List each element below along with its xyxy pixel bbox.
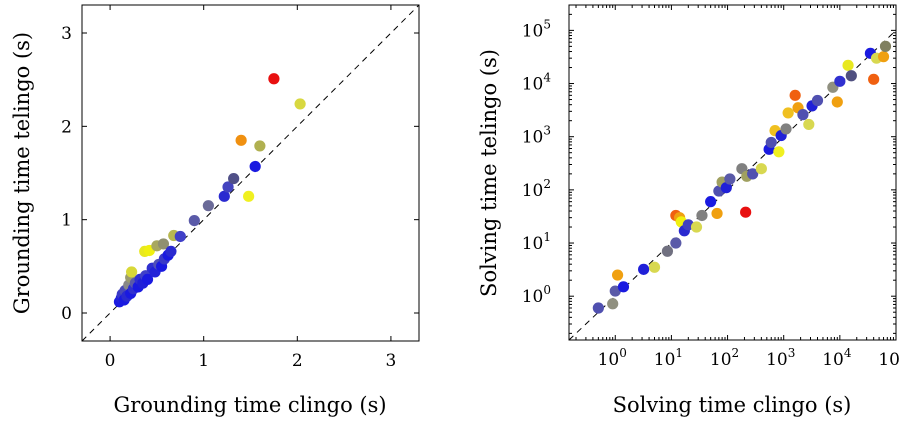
y-tick-label: 2 — [61, 117, 72, 137]
plot-frame — [568, 4, 897, 341]
data-point — [661, 245, 674, 257]
data-point — [294, 98, 306, 110]
x-axis-label: Grounding time clingo (s) — [113, 393, 386, 417]
y-tick-exponent: 1 — [543, 230, 551, 244]
data-point — [879, 40, 892, 52]
x-tick-label: 1 — [198, 351, 209, 371]
x-tick-label: 104 — [822, 346, 852, 370]
data-point — [249, 160, 261, 173]
data-point — [648, 261, 661, 273]
data-point — [740, 206, 752, 218]
x-tick-label: 101 — [654, 346, 683, 370]
y-tick-label: 0 — [61, 304, 72, 324]
x-tick-exponent: 0 — [619, 346, 627, 360]
data-point — [724, 173, 736, 185]
data-point — [202, 200, 214, 212]
data-point — [268, 73, 280, 85]
data-point — [218, 190, 230, 202]
data-point — [773, 146, 785, 158]
y-tick-exponent: 2 — [543, 177, 551, 191]
axis-ticks: 100101102103104105100101102103104105 — [522, 4, 899, 370]
solving-time-scatter-plot: 100101102103104105100101102103104105 Sol… — [477, 4, 899, 417]
data-point — [243, 190, 255, 202]
data-point — [877, 51, 890, 63]
y-tick-exponent: 4 — [543, 71, 551, 85]
data-point — [720, 182, 732, 194]
scatter-points — [113, 73, 306, 308]
data-point — [696, 209, 708, 222]
data-point — [235, 134, 247, 146]
data-point — [157, 238, 170, 250]
data-point — [228, 173, 240, 185]
y-tick-label: 105 — [522, 17, 551, 41]
data-point — [789, 89, 801, 101]
data-point — [611, 269, 624, 281]
y-tick-label: 3 — [61, 24, 72, 44]
axis-ticks: 0 1 2 3 0 1 2 3 — [61, 5, 419, 371]
x-tick-exponent: 4 — [844, 346, 852, 360]
scatter-points — [592, 40, 892, 314]
data-point — [711, 207, 723, 220]
data-point — [607, 298, 619, 310]
y-tick-label: 104 — [522, 71, 552, 95]
data-point — [780, 123, 792, 135]
data-point — [842, 59, 854, 71]
data-point — [765, 136, 777, 149]
x-tick-label: 105 — [878, 346, 899, 370]
x-tick-exponent: 2 — [732, 346, 740, 360]
plot-frame — [81, 4, 420, 342]
data-point — [747, 168, 759, 180]
x-tick-label: 100 — [598, 346, 627, 370]
data-point — [617, 281, 630, 293]
data-point — [782, 107, 794, 119]
data-point — [811, 94, 824, 107]
y-axis-label: Grounding time telingo (s) — [10, 32, 34, 314]
x-tick-label: 103 — [766, 346, 795, 370]
x-axis-label: Solving time clingo (s) — [613, 393, 852, 417]
data-point — [868, 73, 880, 85]
y-tick-label: 102 — [522, 177, 551, 201]
data-point — [638, 263, 650, 275]
data-point — [831, 96, 843, 108]
y-tick-label: 101 — [522, 230, 551, 254]
data-point — [141, 273, 154, 285]
data-point — [126, 266, 138, 278]
data-point — [222, 181, 234, 193]
y-tick-label: 100 — [522, 283, 551, 307]
data-point — [705, 196, 717, 208]
y-tick-label: 1 — [61, 211, 72, 231]
data-point — [797, 109, 809, 121]
grounding-time-scatter-plot: 0 1 2 3 0 1 2 3 Grounding time clingo (s) Groun… — [10, 4, 420, 417]
x-tick-label: 0 — [105, 351, 116, 371]
data-point — [254, 140, 266, 152]
y-tick-label: 103 — [522, 124, 551, 148]
x-tick-exponent: 3 — [788, 346, 796, 360]
data-point — [845, 70, 857, 82]
data-point — [690, 221, 703, 233]
data-point — [174, 230, 186, 243]
x-tick-exponent: 1 — [675, 346, 683, 360]
data-point — [803, 118, 815, 131]
data-point — [592, 302, 604, 314]
x-tick-label: 2 — [292, 351, 303, 371]
y-tick-exponent: 0 — [543, 283, 551, 297]
data-point — [188, 215, 200, 227]
y-tick-exponent: 5 — [543, 17, 551, 31]
y-axis-label: Solving time telingo (s) — [477, 49, 501, 297]
x-tick-label: 102 — [710, 346, 739, 370]
data-point — [670, 237, 682, 249]
data-point — [755, 163, 767, 175]
data-point — [165, 245, 177, 257]
data-point — [834, 75, 846, 87]
y-tick-exponent: 3 — [543, 124, 551, 138]
x-tick-label: 3 — [386, 351, 397, 371]
